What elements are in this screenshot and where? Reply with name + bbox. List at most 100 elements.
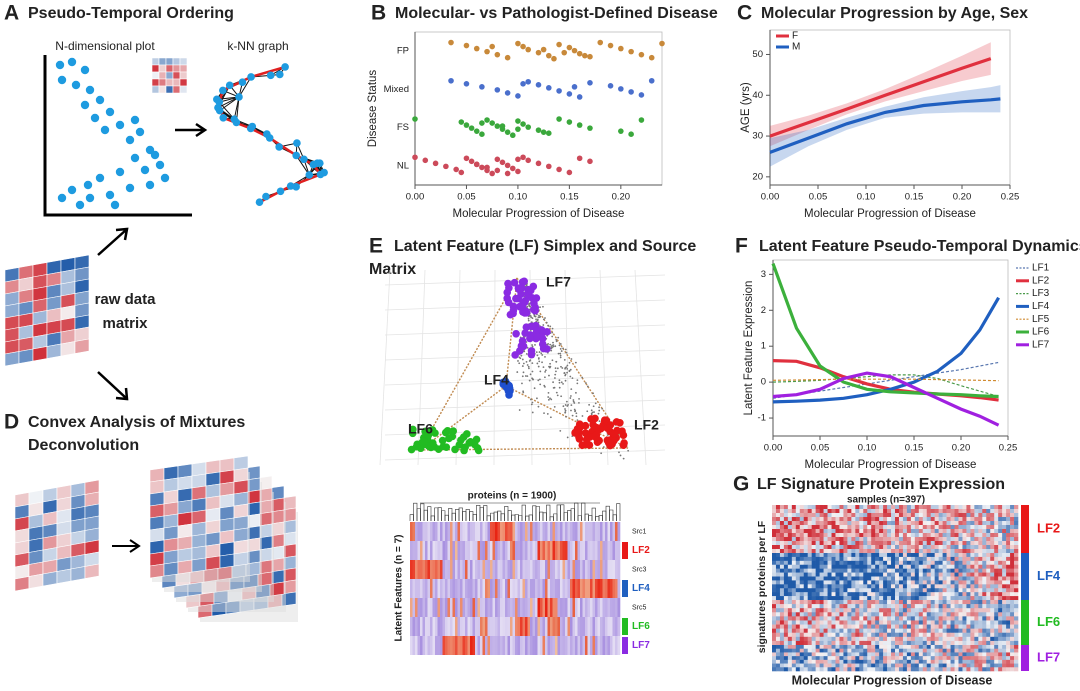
heatmap-cell [497, 522, 501, 541]
heatmap-cell [887, 521, 892, 526]
heatmap-cell [847, 560, 852, 566]
simplex-point [408, 429, 417, 438]
y-tick-label: 2 [761, 305, 766, 316]
dendrogram [434, 507, 439, 521]
heatmap-cell [982, 645, 987, 650]
heatmap-cell [1002, 505, 1007, 510]
simplex-point [568, 369, 571, 372]
heatmap-cell [811, 509, 816, 514]
heatmap-cell [970, 580, 975, 585]
heatmap-cell [831, 576, 836, 581]
heatmap-cell [803, 608, 809, 613]
heatmap-cell [783, 645, 789, 650]
heatmap-cell [815, 632, 820, 638]
heatmap-cell [819, 560, 824, 566]
heatmap-cell [962, 560, 967, 566]
heatmap-cell [517, 598, 521, 617]
heatmap-cell [994, 545, 999, 550]
heatmap-cell [906, 517, 912, 522]
heatmap-cell [910, 549, 916, 554]
heatmap-cell [835, 509, 840, 514]
simplex-grid [384, 374, 666, 386]
heatmap-cell [994, 509, 999, 514]
heatmap-cell [875, 648, 880, 653]
heatmap-cell [978, 592, 983, 597]
heatmap-cell [432, 617, 436, 636]
heatmap-cell [990, 588, 995, 593]
heatmap-cell [974, 628, 979, 634]
heatmap-cell [442, 579, 446, 598]
dendrogram [409, 514, 414, 521]
heatmap-cell [982, 600, 987, 605]
heatmap-cell [779, 640, 785, 646]
heatmap-cell [986, 517, 991, 522]
heatmap-cell [795, 529, 801, 534]
heatmap-cell [895, 604, 900, 609]
heatmap-cell [863, 549, 868, 554]
heatmap-cell [859, 533, 864, 538]
heatmap-cell [440, 617, 443, 636]
series-line [772, 371, 1000, 427]
heatmap-cell [472, 636, 476, 655]
heatmap-cell [827, 624, 832, 629]
heatmap-cell [823, 659, 828, 664]
heatmap-cell [891, 656, 896, 661]
heatmap-cell [597, 598, 601, 617]
heatmap-cell [803, 645, 809, 650]
heatmap-cell [994, 596, 999, 601]
heatmap-cell [906, 620, 912, 625]
heatmap-cell [827, 517, 832, 522]
heatmap-cell [839, 628, 844, 634]
heatmap-cell [883, 667, 888, 672]
heatmap-cell [775, 588, 781, 593]
heatmap-cell [887, 525, 892, 530]
heatmap-cell [942, 580, 947, 585]
heatmap-cell [779, 568, 785, 573]
heatmap-cell [487, 579, 491, 598]
matrix-cell [219, 469, 235, 485]
heatmap-cell [803, 636, 809, 642]
heatmap-cell [502, 598, 506, 617]
simplex-point [572, 399, 575, 401]
heatmap-cell [831, 648, 836, 653]
heatmap-cell [460, 617, 463, 636]
matrix-cell [28, 573, 44, 589]
heatmap-cell [895, 612, 900, 617]
heatmap-cell [615, 522, 618, 541]
heatmap-cell [475, 636, 478, 655]
heatmap-cell [815, 636, 820, 642]
heatmap-cell [772, 509, 777, 514]
heatmap-cell [871, 584, 876, 589]
heatmap-cell [859, 616, 864, 621]
heatmap-cell [867, 537, 872, 542]
scatter-dot [57, 75, 67, 85]
heatmap-cell [883, 652, 888, 657]
heatmap-cell [891, 600, 896, 605]
heatmap-cell [610, 598, 613, 617]
heatmap-cell [974, 572, 979, 577]
heatmap-cell [592, 579, 596, 598]
graph-node [305, 171, 314, 179]
heatmap-cell [835, 632, 840, 638]
simplex-point [552, 381, 554, 384]
heatmap-cell [815, 505, 820, 510]
heatmap-cell [552, 579, 556, 598]
heatmap-cell [819, 513, 824, 518]
simplex-point [544, 376, 546, 379]
heatmap-cell [875, 608, 880, 613]
heatmap-cell [472, 522, 476, 541]
heatmap-cell [560, 636, 563, 655]
heatmap-cell [811, 560, 816, 566]
heatmap-cell [843, 632, 848, 638]
heatmap-cell [978, 556, 983, 562]
heatmap-cell [938, 564, 943, 569]
heatmap-cell [902, 620, 908, 625]
heatmap-cell [847, 608, 852, 613]
heatmap-cell [447, 522, 451, 541]
heatmap-cell [775, 545, 781, 550]
simplex-point [564, 373, 567, 376]
heatmap-cell [803, 537, 809, 542]
heatmap-cell [946, 553, 951, 558]
heatmap-cell [612, 636, 616, 655]
matrix-cell [233, 527, 249, 543]
